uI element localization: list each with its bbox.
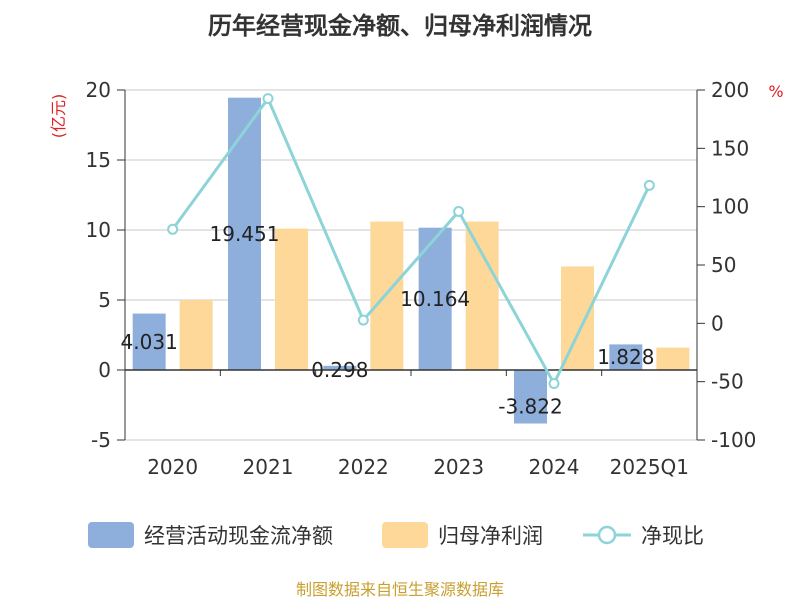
left-tick-label: 0 [98, 358, 111, 382]
net-profit-bar [275, 228, 308, 370]
cashflow-data-label: 1.828 [597, 345, 654, 369]
ratio-point [548, 378, 560, 390]
category-label: 2023 [433, 455, 484, 479]
ratio-point [167, 223, 179, 235]
cashflow-data-label: 10.164 [400, 287, 470, 311]
category-label: 2024 [529, 455, 580, 479]
category-label: 2021 [243, 455, 294, 479]
right-tick-label: 50 [711, 253, 736, 277]
right-tick-label: 200 [711, 78, 749, 102]
left-tick-label: -5 [91, 428, 111, 452]
right-tick-label: 0 [711, 311, 724, 335]
legend-label: 净现比 [641, 524, 704, 548]
cashflow-bar [609, 344, 643, 370]
ratio-point [357, 314, 369, 326]
net-profit-bar [465, 221, 499, 370]
left-tick-label: 15 [86, 148, 111, 172]
right-tick-label: -50 [711, 370, 744, 394]
legend-swatch [88, 522, 134, 548]
legend-marker [597, 525, 617, 545]
cashflow-data-label: -3.822 [498, 395, 562, 419]
left-tick-label: 10 [86, 218, 111, 242]
legend-item-ratio[interactable]: 净现比 [583, 524, 704, 548]
right-tick-label: 100 [711, 195, 749, 219]
source-note: 制图数据来自恒生聚源数据库 [296, 580, 504, 599]
legend-item-net-profit[interactable]: 归母净利润 [382, 522, 543, 548]
chart-title: 历年经营现金净额、归母净利润情况 [208, 12, 592, 40]
cashflow-data-label: 19.451 [210, 222, 280, 246]
cashflow-bar [132, 313, 166, 370]
legend-label: 经营活动现金流净额 [144, 524, 333, 548]
ratio-point [262, 93, 274, 105]
right-tick-label: 150 [711, 136, 749, 160]
ratio-line [167, 93, 655, 390]
cashflow-data-label: 4.031 [121, 330, 178, 354]
ratio-series-line [171, 95, 651, 387]
right-axis-unit: % [768, 82, 783, 101]
data-labels: 4.031 19.451 0.298 10.164 -3.822 1.828 [121, 222, 655, 419]
left-axis-unit: (亿元) [49, 94, 68, 139]
category-label: 2022 [338, 455, 389, 479]
left-tick-label: 5 [98, 288, 111, 312]
cashflow-bar [323, 365, 357, 370]
legend-label: 归母净利润 [438, 524, 543, 548]
net-profit-bar [179, 300, 213, 370]
legend[interactable]: 经营活动现金流净额 归母净利润 净现比 [88, 522, 704, 548]
ratio-point [453, 205, 465, 217]
legend-swatch [382, 522, 428, 548]
left-tick-label: 20 [86, 78, 111, 102]
net-profit-bar [656, 347, 690, 370]
cashflow-data-label: 0.298 [311, 358, 368, 382]
legend-item-cashflow[interactable]: 经营活动现金流净额 [88, 522, 333, 548]
net-profit-bar [561, 266, 594, 370]
ratio-point [643, 179, 655, 191]
net-profit-bar [370, 221, 404, 370]
cashflow-bar [514, 370, 547, 424]
right-tick-label: -100 [711, 428, 756, 452]
cashflow-bar [228, 97, 261, 370]
category-label: 2025Q1 [610, 455, 689, 479]
category-label: 2020 [147, 455, 198, 479]
